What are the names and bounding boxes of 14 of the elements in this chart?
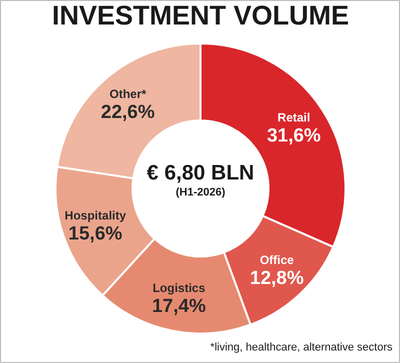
data-label: 22,6% (100, 102, 155, 123)
data-label: 31,6% (266, 126, 321, 147)
data-label: 12,8% (250, 268, 304, 289)
text: € 6,80 BLN (146, 162, 254, 184)
data-label: 15,6% (68, 224, 122, 245)
slice-label: Retail (278, 110, 310, 125)
text: (H1-2026) (176, 186, 226, 198)
slice-label: Logistics (152, 280, 206, 295)
slice-label: Hospitality (64, 208, 126, 223)
slice-label: Office (260, 252, 294, 267)
data-label: 17,4% (152, 296, 206, 317)
chart-title: INVESTMENT VOLUME (52, 0, 350, 30)
text: *living, healthcare, alternative sectors (210, 342, 393, 354)
slice-label: Other* (109, 86, 146, 101)
